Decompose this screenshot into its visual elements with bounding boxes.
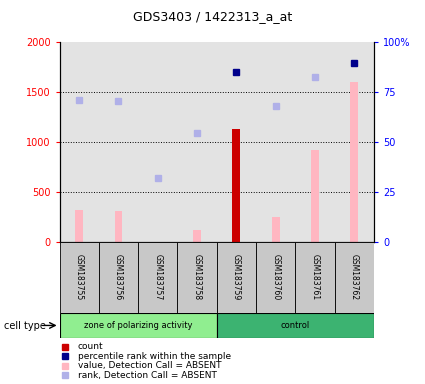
Text: GSM183758: GSM183758 bbox=[193, 254, 201, 301]
Bar bbox=[193, 230, 201, 242]
Bar bbox=[114, 211, 122, 242]
Bar bbox=[256, 42, 295, 242]
Text: rank, Detection Call = ABSENT: rank, Detection Call = ABSENT bbox=[77, 371, 216, 380]
Bar bbox=[75, 210, 83, 242]
Bar bbox=[335, 242, 374, 313]
Text: zone of polarizing activity: zone of polarizing activity bbox=[84, 321, 193, 330]
Bar bbox=[256, 242, 295, 313]
Text: GSM183755: GSM183755 bbox=[75, 254, 84, 301]
Bar bbox=[311, 150, 319, 242]
Bar bbox=[350, 82, 358, 242]
Bar bbox=[217, 42, 256, 242]
Bar bbox=[99, 42, 138, 242]
Text: GSM183761: GSM183761 bbox=[311, 254, 320, 301]
Bar bbox=[60, 313, 217, 338]
Text: percentile rank within the sample: percentile rank within the sample bbox=[77, 352, 231, 361]
Bar bbox=[178, 242, 217, 313]
Text: GDS3403 / 1422313_a_at: GDS3403 / 1422313_a_at bbox=[133, 10, 292, 23]
Text: cell type: cell type bbox=[4, 321, 46, 331]
Bar bbox=[272, 217, 280, 242]
Text: count: count bbox=[77, 342, 103, 351]
Bar bbox=[334, 42, 374, 242]
Bar bbox=[138, 242, 178, 313]
Bar bbox=[232, 129, 240, 242]
Bar bbox=[295, 42, 335, 242]
Bar bbox=[138, 42, 178, 242]
Text: GSM183762: GSM183762 bbox=[350, 254, 359, 301]
Bar bbox=[217, 242, 256, 313]
Bar bbox=[99, 242, 138, 313]
Bar bbox=[60, 42, 99, 242]
Text: control: control bbox=[281, 321, 310, 330]
Text: GSM183756: GSM183756 bbox=[114, 254, 123, 301]
Text: GSM183757: GSM183757 bbox=[153, 254, 162, 301]
Bar bbox=[60, 242, 99, 313]
Text: value, Detection Call = ABSENT: value, Detection Call = ABSENT bbox=[77, 361, 221, 370]
Bar bbox=[178, 42, 217, 242]
Text: GSM183759: GSM183759 bbox=[232, 254, 241, 301]
Text: GSM183760: GSM183760 bbox=[271, 254, 280, 301]
Bar bbox=[295, 242, 335, 313]
Bar bbox=[217, 313, 374, 338]
